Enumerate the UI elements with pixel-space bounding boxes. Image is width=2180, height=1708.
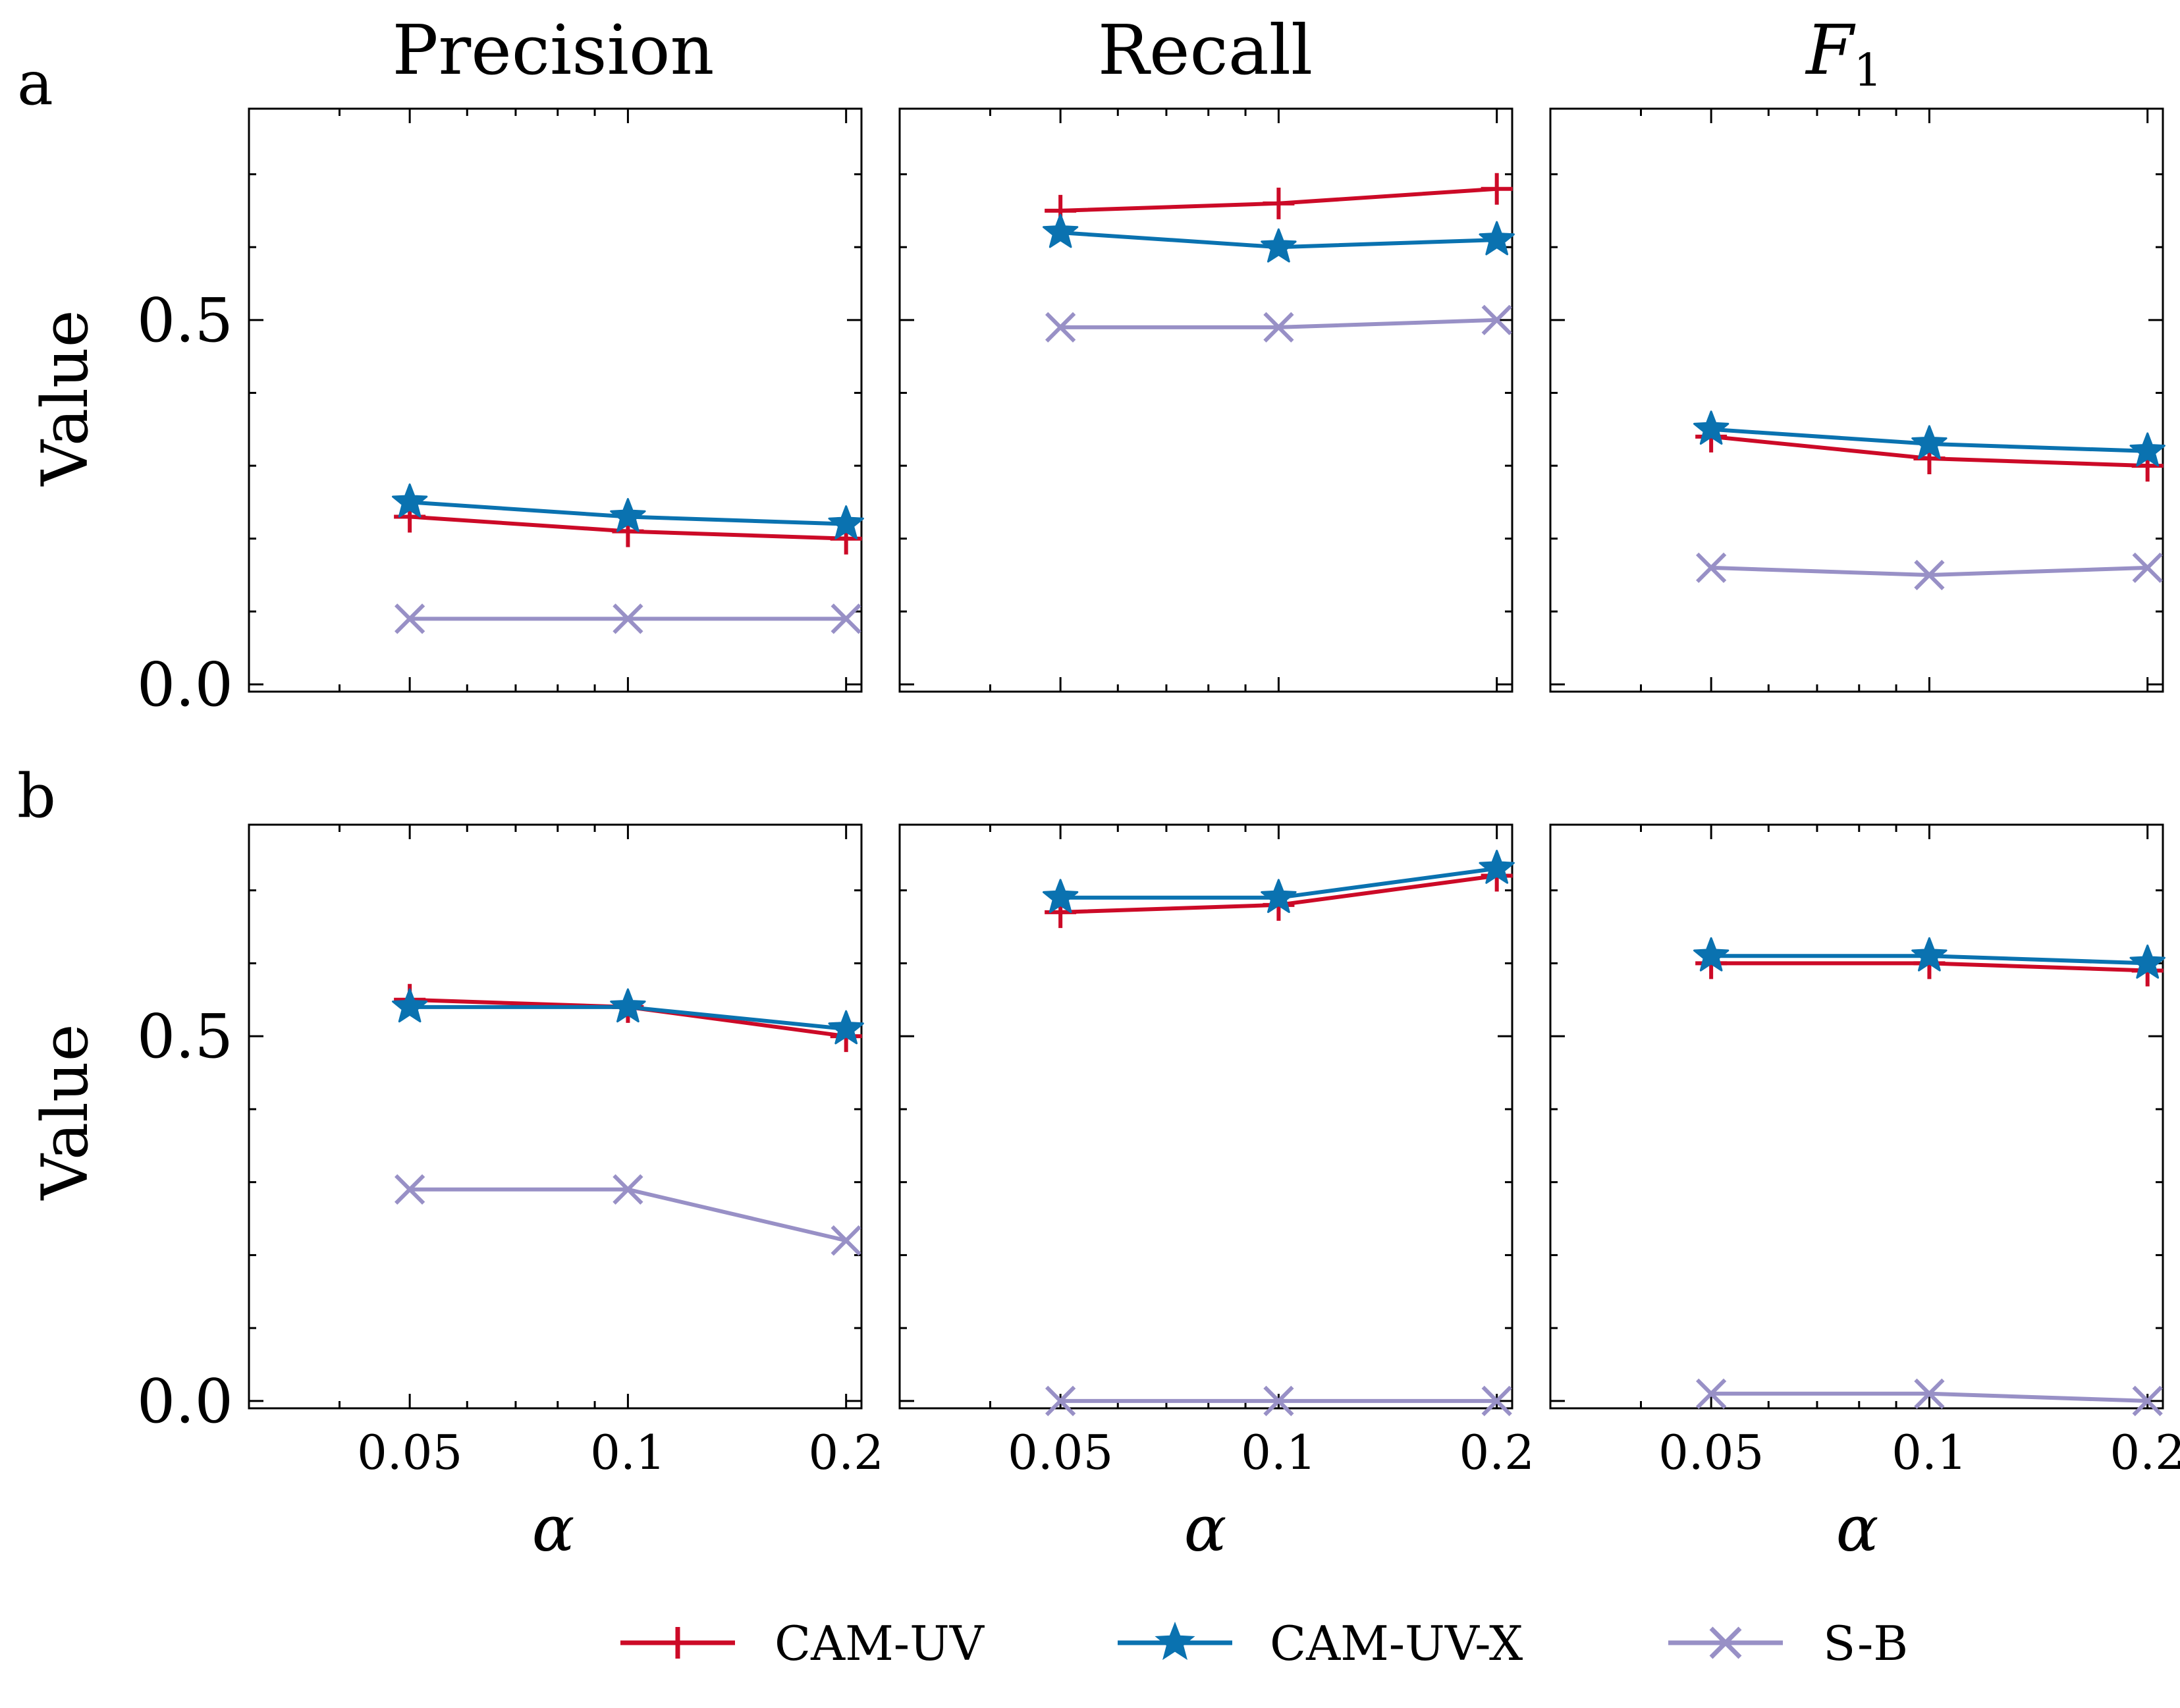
y-tick-label: 0.0: [137, 1366, 233, 1437]
point-cam-uv-x: [392, 988, 428, 1023]
point-cam-uv-x: [828, 505, 864, 539]
point-cam-uv: [1481, 173, 1513, 205]
x-tick-label: 0.1: [590, 1425, 666, 1480]
panel-b-recall: 0.05 0.1 0.2: [898, 823, 1535, 1480]
legend-label-s-b: S-B: [1823, 1616, 1908, 1671]
point-cam-uv-x: [392, 483, 428, 518]
point-s-b: [613, 603, 643, 634]
x-axis-label-precision: α: [532, 1492, 575, 1566]
point-cam-uv-x: [1693, 410, 1730, 445]
legend: CAM-UV CAM-UV-X S-B: [620, 1616, 1908, 1671]
point-s-b: [1696, 1378, 1727, 1409]
panel-b-f1: 0.05 0.1 0.2: [1549, 823, 2180, 1480]
x-tick-label: 0.05: [1008, 1425, 1113, 1480]
point-cam-uv-x: [2129, 944, 2166, 979]
point-cam-uv-x: [610, 988, 646, 1023]
point-cam-uv-x: [1261, 879, 1297, 914]
x-tick-label: 0.2: [2110, 1425, 2180, 1480]
point-s-b: [2132, 552, 2163, 584]
point-s-b: [2132, 1385, 2163, 1417]
panel-frame: [1549, 823, 2164, 1410]
row-label-b: b: [17, 761, 56, 831]
panel-title-precision: Precision: [393, 10, 715, 90]
x-tick-label: 0.1: [1241, 1425, 1317, 1480]
x-tick-label: 0.05: [357, 1425, 462, 1480]
point-s-b: [395, 603, 425, 634]
panel-frame: [898, 823, 1513, 1410]
point-s-b: [1045, 1385, 1076, 1417]
panel-title-recall: Recall: [1098, 10, 1313, 90]
x-axis-label-f1: α: [1836, 1492, 1879, 1566]
legend-marker-cam-uv-x: [1155, 1621, 1195, 1661]
point-s-b: [1914, 559, 1945, 591]
y-axis-label-a: Value: [28, 310, 102, 486]
point-cam-uv-x: [1043, 213, 1079, 248]
panel-frame: [248, 823, 863, 1410]
x-tick-label: 0.2: [1459, 1425, 1535, 1480]
x-axis-label-recall: α: [1184, 1492, 1227, 1566]
point-cam-uv-x: [828, 1010, 864, 1045]
point-cam-uv-x: [2129, 432, 2166, 467]
point-s-b: [1263, 1385, 1294, 1417]
point-cam-uv-x: [1479, 221, 1515, 256]
point-cam-uv-x: [1479, 850, 1515, 884]
x-tick-label: 0.1: [1892, 1425, 1967, 1480]
y-axis-label-b: Value: [28, 1024, 102, 1200]
y-tick-label: 0.5: [137, 1001, 233, 1072]
point-s-b: [1481, 304, 1512, 335]
row-label-a: a: [17, 48, 53, 119]
x-tick-label: 0.2: [808, 1425, 884, 1480]
point-cam-uv: [1263, 187, 1295, 219]
panel-title-f1-main: F: [1805, 10, 1856, 90]
panel-b-precision: 0.0 0.5 0.05 0.1 0.2: [137, 823, 884, 1480]
point-cam-uv-x: [1911, 425, 1948, 460]
series-line-s-b: [410, 1187, 847, 1243]
x-tick-label: 0.05: [1658, 1425, 1764, 1480]
point-cam-uv-x: [1693, 937, 1730, 972]
panel-title-f1-sub: 1: [1853, 45, 1882, 97]
panel-frame: [248, 107, 863, 693]
point-cam-uv-x: [1911, 937, 1948, 972]
y-tick-label: 0.5: [137, 285, 233, 356]
panels-layer: 0.00.50.00.50.05 0.1 0.2 0.05 0.1 0.2 0.05 0.1 0…: [137, 107, 2180, 1480]
y-tick-label: 0.0: [137, 649, 233, 720]
point-s-b: [1914, 1378, 1945, 1409]
panel-a-recall: [898, 107, 1515, 693]
point-s-b: [1263, 312, 1294, 343]
point-cam-uv-x: [610, 498, 646, 532]
panel-frame: [1549, 107, 2164, 693]
panel-title-f1: F1: [1805, 10, 1882, 97]
panel-a-precision: 0.0 0.5: [137, 107, 864, 720]
legend-marker-cam-uv: [662, 1627, 694, 1659]
point-s-b: [395, 1174, 425, 1205]
panel-frame: [898, 107, 1513, 693]
point-s-b: [1045, 312, 1076, 343]
panel-a-f1: [1549, 107, 2166, 693]
point-s-b: [613, 1174, 643, 1205]
point-s-b: [1696, 552, 1727, 584]
legend-label-cam-uv: CAM-UV: [775, 1616, 985, 1671]
point-s-b: [831, 1225, 861, 1256]
point-s-b: [1481, 1385, 1512, 1417]
point-s-b: [831, 603, 861, 634]
point-cam-uv-x: [1261, 228, 1297, 263]
legend-marker-s-b: [1709, 1626, 1742, 1659]
legend-label-cam-uv-x: CAM-UV-X: [1270, 1616, 1523, 1671]
point-cam-uv-x: [1043, 879, 1079, 914]
